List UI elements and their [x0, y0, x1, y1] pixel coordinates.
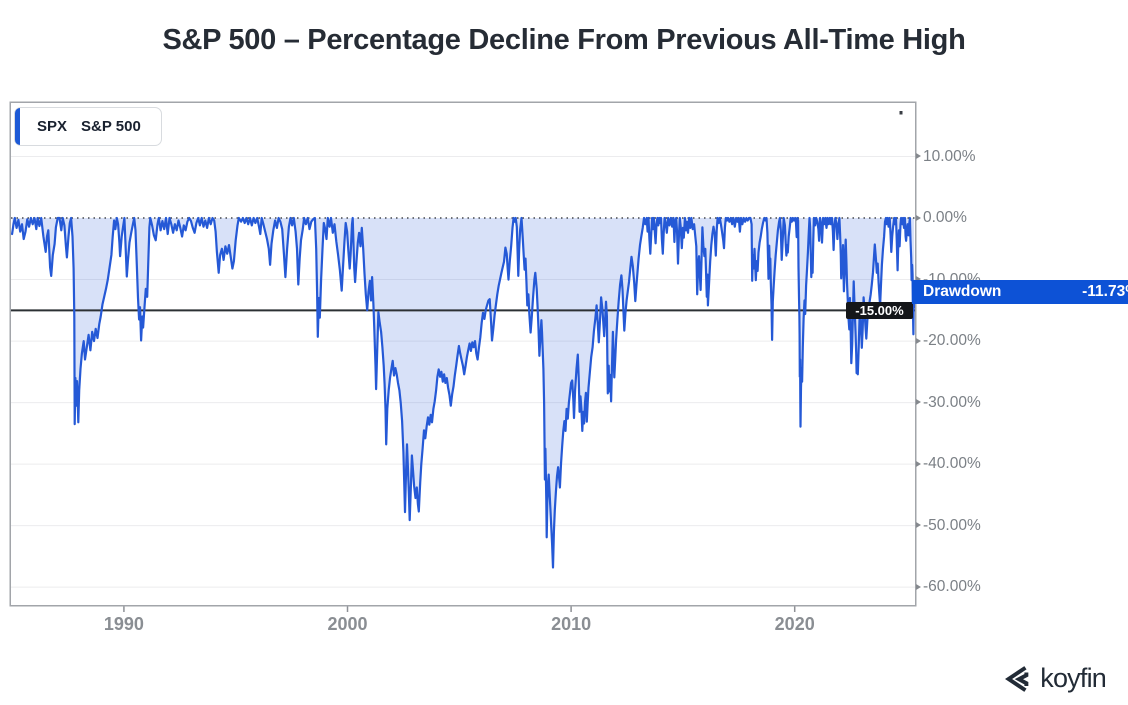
x-axis-label: 2010: [551, 614, 592, 634]
drawdown-badge-title: Drawdown: [923, 283, 1002, 301]
koyfin-logo: koyfin: [1002, 663, 1107, 694]
y-axis-tick-arrow: [916, 276, 921, 283]
legend-chip-spx[interactable]: SPX S&P 500: [14, 107, 162, 146]
legend-color-bar: [15, 108, 20, 145]
drawdown-badge-value: -11.73%: [1082, 283, 1128, 301]
y-axis-label: -60.00%: [923, 578, 981, 596]
y-axis-label: -30.00%: [923, 393, 981, 411]
y-axis-tick-arrow: [916, 460, 921, 467]
koyfin-logo-icon: [1005, 665, 1029, 692]
koyfin-logo-text: koyfin: [1040, 663, 1107, 693]
x-axis-label: 1990: [103, 614, 144, 634]
y-axis-tick-arrow: [916, 522, 921, 529]
y-axis-tick-arrow: [916, 399, 921, 406]
y-axis-tick-arrow: [916, 153, 921, 160]
y-axis-label: -20.00%: [923, 332, 981, 350]
chart-title: S&P 500 – Percentage Decline From Previo…: [162, 24, 966, 56]
y-axis-label: 0.00%: [923, 209, 967, 227]
x-axis-label: 2020: [774, 614, 815, 634]
y-axis-label: -40.00%: [923, 455, 981, 473]
x-axis-label: 2000: [327, 614, 368, 634]
threshold-label: -15.00%: [846, 301, 913, 319]
legend-ticker: SPX: [37, 118, 68, 135]
drawdown-badge: Drawdown -11.73%: [912, 280, 1128, 305]
y-axis-label: -50.00%: [923, 516, 981, 534]
y-axis-tick-arrow: [916, 214, 921, 221]
y-axis-tick-arrow: [916, 583, 921, 590]
y-axis-label: 10.00%: [923, 147, 976, 165]
legend-series-name: S&P 500: [81, 118, 141, 135]
y-axis-tick-arrow: [916, 337, 921, 344]
